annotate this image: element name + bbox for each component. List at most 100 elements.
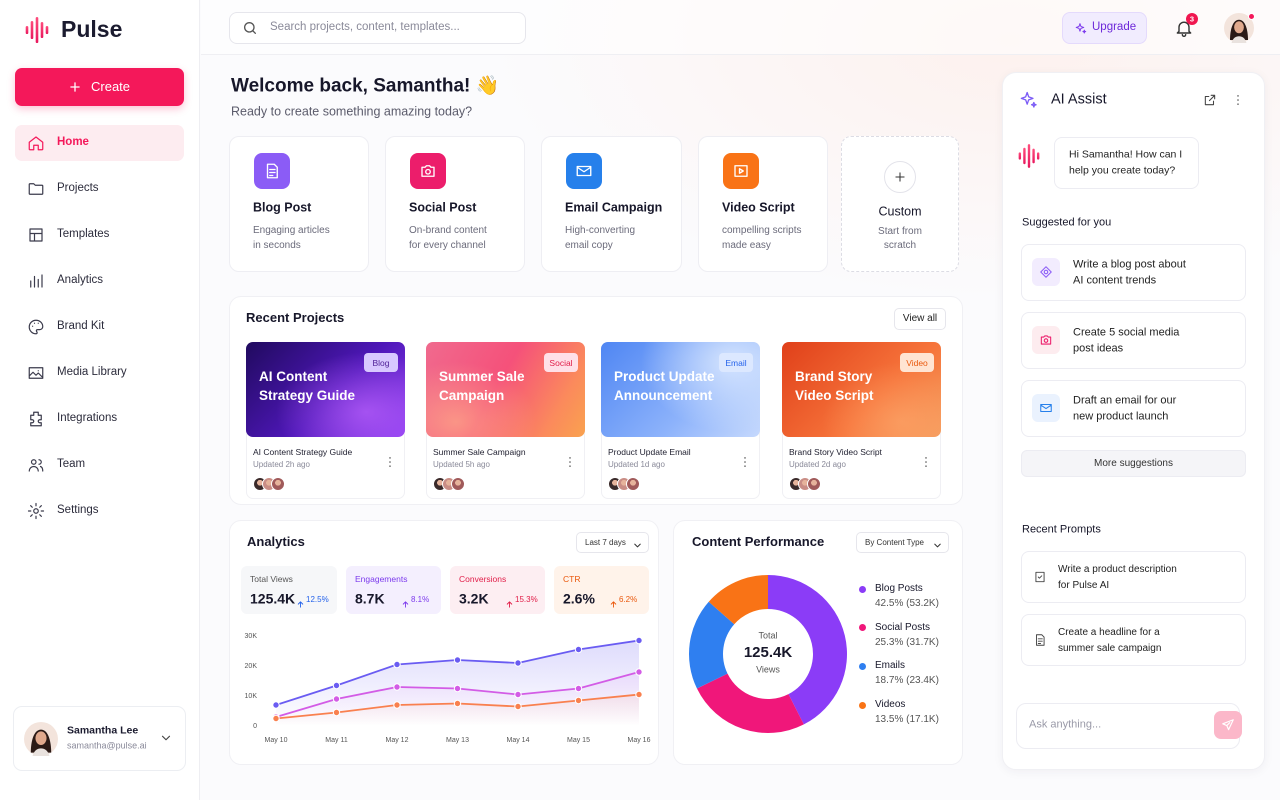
icon-part — [1040, 266, 1052, 278]
stat-label: Conversions — [459, 573, 507, 584]
icon-part — [925, 457, 927, 467]
range-chevron — [632, 537, 643, 548]
view-all-button[interactable] — [894, 308, 946, 330]
project-tag-label: Blog — [372, 357, 390, 368]
icon-part — [576, 165, 592, 177]
project-menu — [383, 455, 397, 469]
stat-arrow — [401, 595, 410, 608]
icon-part — [1222, 719, 1234, 731]
data-point — [332, 695, 341, 703]
icon-part — [28, 136, 44, 151]
nav-label: Team — [57, 458, 86, 471]
logo-mark — [25, 17, 49, 43]
project-tag-label: Video — [906, 357, 928, 368]
recent-prompt-icon — [1033, 570, 1047, 584]
action-card[interactable] — [229, 136, 369, 272]
search-box[interactable] — [229, 12, 526, 44]
data-point — [332, 708, 341, 717]
suggestion-text: post ideas — [1073, 342, 1124, 355]
icon-part — [27, 502, 45, 520]
action-card[interactable] — [541, 136, 682, 272]
icon-part — [1035, 571, 1045, 583]
action-description: compelling scripts — [722, 225, 802, 236]
donut-center-label: Total — [758, 630, 777, 640]
icon-part — [421, 165, 435, 177]
y-tick-label: 10K — [245, 693, 258, 700]
action-card[interactable] — [698, 136, 828, 272]
nav-label: Settings — [57, 504, 99, 517]
panel-title: Recent Projects — [246, 310, 345, 326]
suggestion-text: Write a blog post about — [1073, 258, 1186, 271]
nav-icon — [27, 410, 45, 428]
range-dropdown[interactable] — [576, 532, 649, 553]
stat-arrow — [505, 595, 514, 608]
nav-label: Integrations — [57, 412, 118, 425]
nav-label: Projects — [57, 182, 99, 195]
icon-part — [506, 601, 513, 608]
range-label: Last 7 days — [585, 537, 626, 547]
icon-part — [1036, 634, 1045, 646]
action-description: Engaging articles — [253, 225, 330, 236]
icon-part — [1075, 23, 1087, 34]
legend-label: Videos — [875, 699, 906, 711]
recent-prompt-icon — [1033, 633, 1047, 647]
project-tag — [719, 353, 753, 372]
icon-part — [161, 735, 171, 741]
action-icon-bg — [723, 153, 759, 189]
icon-part — [1237, 95, 1239, 105]
upgrade-button[interactable] — [1062, 12, 1147, 44]
nav-label: Media Library — [57, 366, 127, 379]
create-icon — [68, 80, 82, 94]
action-title: Email Campaign — [565, 200, 663, 215]
recent-prompt-card[interactable] — [1021, 551, 1246, 603]
project-cover-title: Strategy Guide — [259, 387, 356, 403]
suggestion-text: Create 5 social media — [1073, 326, 1180, 339]
icon-part — [1204, 94, 1216, 106]
nav-icon — [27, 364, 45, 382]
y-tick-label: 30K — [245, 633, 258, 640]
data-point — [453, 699, 462, 708]
more-suggestions-button[interactable] — [1021, 450, 1246, 477]
create-button[interactable] — [15, 68, 184, 106]
more-menu — [1231, 93, 1245, 107]
send-icon — [1221, 718, 1235, 732]
nav-icon — [27, 272, 45, 290]
y-tick-label: 20K — [245, 663, 258, 670]
project-name: Brand Story Video Script — [789, 446, 882, 457]
icon-part — [895, 172, 905, 182]
logo-mark — [1018, 144, 1040, 168]
icon-part — [1040, 403, 1052, 413]
data-point — [574, 645, 583, 654]
chat-input[interactable] — [1016, 703, 1240, 749]
project-tag — [900, 353, 934, 372]
legend-swatch — [859, 701, 866, 709]
icon-part — [744, 457, 746, 467]
icon-part — [1040, 403, 1052, 413]
action-description: made easy — [722, 240, 771, 251]
action-card[interactable] — [841, 136, 959, 272]
icon-part — [28, 367, 44, 379]
data-point — [635, 668, 643, 676]
project-tag-label: Email — [725, 357, 747, 368]
icon-part — [28, 367, 44, 379]
stat-card — [554, 566, 649, 614]
icon-part — [1040, 335, 1052, 345]
icon-part — [30, 274, 43, 288]
filter-dropdown[interactable] — [856, 532, 949, 553]
recent-prompt-text: summer sale campaign — [1058, 643, 1162, 654]
legend-value: 13.5% (17.1K) — [875, 714, 939, 726]
action-card[interactable] — [385, 136, 525, 272]
action-description: On-brand content — [409, 225, 487, 236]
user-name: Samantha Lee — [67, 724, 139, 737]
recent-prompt-card[interactable] — [1021, 614, 1246, 666]
notification-badge — [1186, 13, 1198, 25]
x-tick-label: May 14 — [507, 737, 530, 744]
stat-change: 6.2% — [619, 594, 638, 604]
data-point — [393, 701, 401, 709]
donut-segment — [696, 673, 804, 733]
icon-part — [610, 601, 617, 608]
action-icon-bg — [254, 153, 290, 189]
profile-avatar[interactable] — [1224, 13, 1254, 43]
icon-part — [45, 26, 49, 34]
